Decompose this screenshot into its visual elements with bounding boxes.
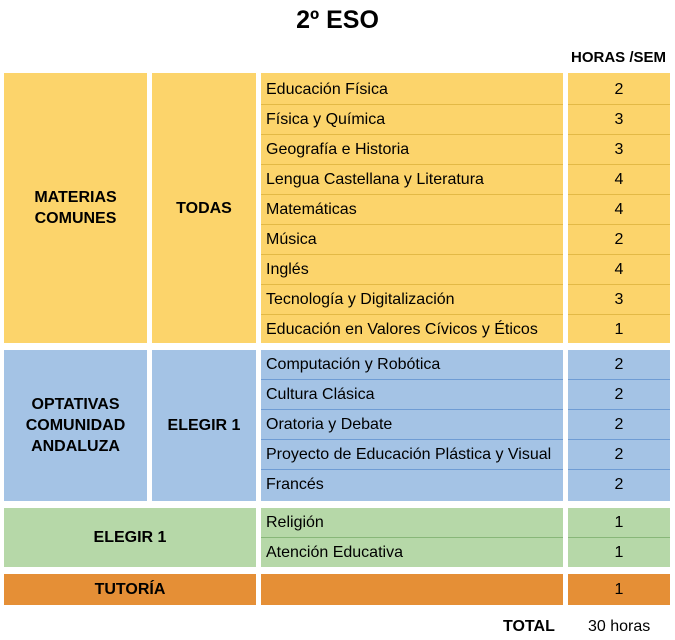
hours-block-comunes [568,73,670,343]
hours-header: HORAS /SEM [570,49,666,66]
hours-comunes-2: 3 [568,135,670,165]
subject-comunes-4: Matemáticas [261,195,563,225]
subject-optativas-2: Oratoria y Debate [261,410,563,440]
group-label-elegir-optativas: ELEGIR 1 [152,350,256,501]
subject-optativas-1: Cultura Clásica [261,380,563,410]
total-value: 30 horas [588,618,651,635]
subject-comunes-2: Geografía e Historia [261,135,563,165]
section-label-tutoria: TUTORÍA [4,574,256,605]
hours-comunes-5: 2 [568,225,670,255]
subject-elegir-1: Atención Educativa [266,544,403,561]
group-label-todas: TODAS [152,73,256,343]
section-label-optativas: OPTATIVAS COMUNIDAD ANDALUZA [4,350,147,501]
hours-optativas-3: 2 [568,440,670,470]
section-label-comunes: MATERIAS COMUNES [4,73,147,343]
group-label-elegir-optativas-text: ELEGIR 1 [167,417,241,434]
hours-optativas-4: 2 [614,476,624,493]
subject-comunes-0: Educación Física [261,75,563,105]
hours-comunes-0: 2 [568,75,670,105]
subject-elegir-0: Religión [261,508,563,538]
group-label-todas-text: TODAS [176,199,232,217]
hours-optativas-1: 2 [568,380,670,410]
hours-block-optativas [568,350,670,501]
section-label-elegir: ELEGIR 1 [4,508,256,567]
hours-comunes-1: 3 [568,105,670,135]
section-label-optativas-text: OPTATIVAS COMUNIDAD ANDALUZA [25,396,126,455]
hours-comunes-8: 1 [614,321,624,338]
subject-comunes-8: Educación en Valores Cívicos y Éticos [266,321,538,338]
section-label-tutoria-text: TUTORÍA [94,581,166,598]
hours-comunes-4: 4 [568,195,670,225]
tutoria-empty-cell [261,574,563,605]
section-label-comunes-text: MATERIAS COMUNES [34,189,117,227]
hours-comunes-7: 3 [568,285,670,315]
subject-comunes-3: Lengua Castellana y Literatura [261,165,563,195]
tutoria-hours: 1 [568,574,670,605]
section-label-elegir-text: ELEGIR 1 [93,529,167,546]
total-label: TOTAL [503,618,555,635]
subjects-block-optativas [261,350,563,501]
hours-elegir-0: 1 [568,508,670,538]
subjects-block-comunes [261,73,563,343]
hours-comunes-6: 4 [568,255,670,285]
subject-comunes-5: Música [261,225,563,255]
hours-elegir-1: 1 [614,544,624,561]
subject-optativas-3: Proyecto de Educación Plástica y Visual [261,440,563,470]
subject-optativas-0: Computación y Robótica [261,350,563,380]
hours-comunes-3: 4 [568,165,670,195]
subject-optativas-4: Francés [266,476,324,493]
subject-comunes-7: Tecnología y Digitalización [261,285,563,315]
hours-optativas-2: 2 [568,410,670,440]
hours-optativas-0: 2 [568,350,670,380]
subject-comunes-6: Inglés [261,255,563,285]
subject-comunes-1: Física y Química [261,105,563,135]
page-title: 2º ESO [296,6,379,34]
